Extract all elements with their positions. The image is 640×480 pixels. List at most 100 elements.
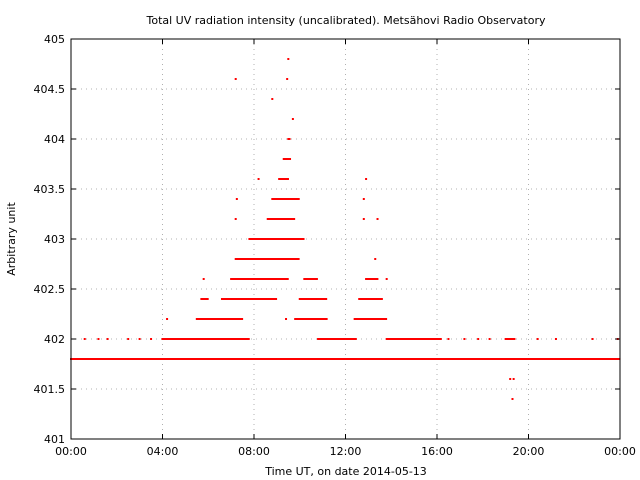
data-point bbox=[167, 338, 170, 340]
data-point bbox=[166, 318, 169, 320]
data-point bbox=[263, 298, 266, 300]
data-point bbox=[427, 358, 430, 360]
data-point bbox=[539, 358, 542, 360]
data-point bbox=[189, 338, 192, 340]
data-point bbox=[218, 358, 221, 360]
data-point bbox=[259, 238, 262, 240]
data-point bbox=[253, 298, 256, 300]
data-point bbox=[548, 358, 551, 360]
data-point bbox=[248, 278, 251, 280]
data-point bbox=[351, 338, 354, 340]
data-point bbox=[242, 278, 245, 280]
data-point bbox=[248, 298, 251, 300]
data-point bbox=[431, 358, 434, 360]
data-point bbox=[359, 298, 362, 300]
data-point bbox=[253, 258, 256, 260]
data-point bbox=[317, 338, 320, 340]
data-point bbox=[297, 238, 300, 240]
data-point bbox=[176, 338, 179, 340]
data-point bbox=[254, 358, 257, 360]
data-point bbox=[251, 278, 254, 280]
data-point bbox=[447, 358, 450, 360]
data-point bbox=[315, 298, 318, 300]
data-point bbox=[526, 358, 529, 360]
data-point bbox=[125, 358, 128, 360]
data-point bbox=[241, 278, 244, 280]
data-point bbox=[284, 238, 287, 240]
data-point bbox=[374, 258, 377, 260]
data-point bbox=[472, 358, 475, 360]
data-point bbox=[273, 218, 276, 220]
data-point bbox=[320, 298, 323, 300]
data-point bbox=[283, 198, 286, 200]
data-point bbox=[318, 338, 321, 340]
data-point bbox=[383, 318, 386, 320]
data-point bbox=[231, 278, 234, 280]
data-point bbox=[281, 238, 284, 240]
data-point bbox=[314, 318, 317, 320]
data-point bbox=[386, 338, 389, 340]
data-point bbox=[473, 358, 476, 360]
data-point bbox=[358, 298, 361, 300]
data-point bbox=[536, 338, 539, 340]
data-point bbox=[85, 358, 88, 360]
data-point bbox=[201, 298, 204, 300]
data-point bbox=[449, 358, 452, 360]
data-point bbox=[316, 298, 319, 300]
data-point bbox=[509, 338, 512, 340]
data-point bbox=[287, 58, 290, 60]
data-point bbox=[237, 258, 240, 260]
data-point bbox=[554, 338, 557, 340]
data-point bbox=[286, 278, 289, 280]
data-point bbox=[93, 358, 96, 360]
data-point bbox=[307, 278, 310, 280]
data-point bbox=[182, 338, 185, 340]
data-point bbox=[91, 358, 94, 360]
y-axis-label: Arbitrary unit bbox=[5, 202, 18, 276]
data-point bbox=[290, 218, 293, 220]
x-tick-label: 16:00 bbox=[421, 445, 453, 458]
data-point bbox=[300, 358, 303, 360]
data-point bbox=[281, 178, 284, 180]
data-point bbox=[117, 358, 120, 360]
data-point bbox=[288, 138, 291, 140]
data-point bbox=[232, 298, 235, 300]
data-point bbox=[242, 298, 245, 300]
data-point bbox=[338, 338, 341, 340]
data-point bbox=[467, 358, 470, 360]
data-point bbox=[327, 338, 330, 340]
data-point bbox=[205, 298, 208, 300]
data-point bbox=[293, 218, 296, 220]
data-point bbox=[377, 298, 380, 300]
data-point bbox=[358, 358, 361, 360]
data-point bbox=[231, 338, 234, 340]
data-point bbox=[506, 358, 509, 360]
data-point bbox=[241, 358, 244, 360]
data-point bbox=[98, 358, 101, 360]
x-tick-label: 20:00 bbox=[513, 445, 545, 458]
data-point bbox=[491, 358, 494, 360]
data-point bbox=[283, 258, 286, 260]
data-point bbox=[212, 358, 215, 360]
data-point bbox=[208, 318, 211, 320]
data-point bbox=[238, 318, 241, 320]
data-point bbox=[387, 358, 390, 360]
data-point bbox=[280, 218, 283, 220]
data-point bbox=[399, 358, 402, 360]
data-point bbox=[291, 218, 294, 220]
data-point bbox=[90, 358, 93, 360]
data-point bbox=[369, 298, 372, 300]
data-point bbox=[330, 338, 333, 340]
data-point bbox=[235, 278, 238, 280]
data-point bbox=[282, 278, 285, 280]
data-point bbox=[279, 278, 282, 280]
data-point bbox=[249, 298, 252, 300]
data-point bbox=[266, 238, 269, 240]
data-point bbox=[247, 298, 250, 300]
data-point bbox=[285, 218, 288, 220]
data-point bbox=[205, 318, 208, 320]
data-point bbox=[453, 358, 456, 360]
data-point bbox=[171, 338, 174, 340]
data-point bbox=[224, 338, 227, 340]
data-point bbox=[220, 318, 223, 320]
